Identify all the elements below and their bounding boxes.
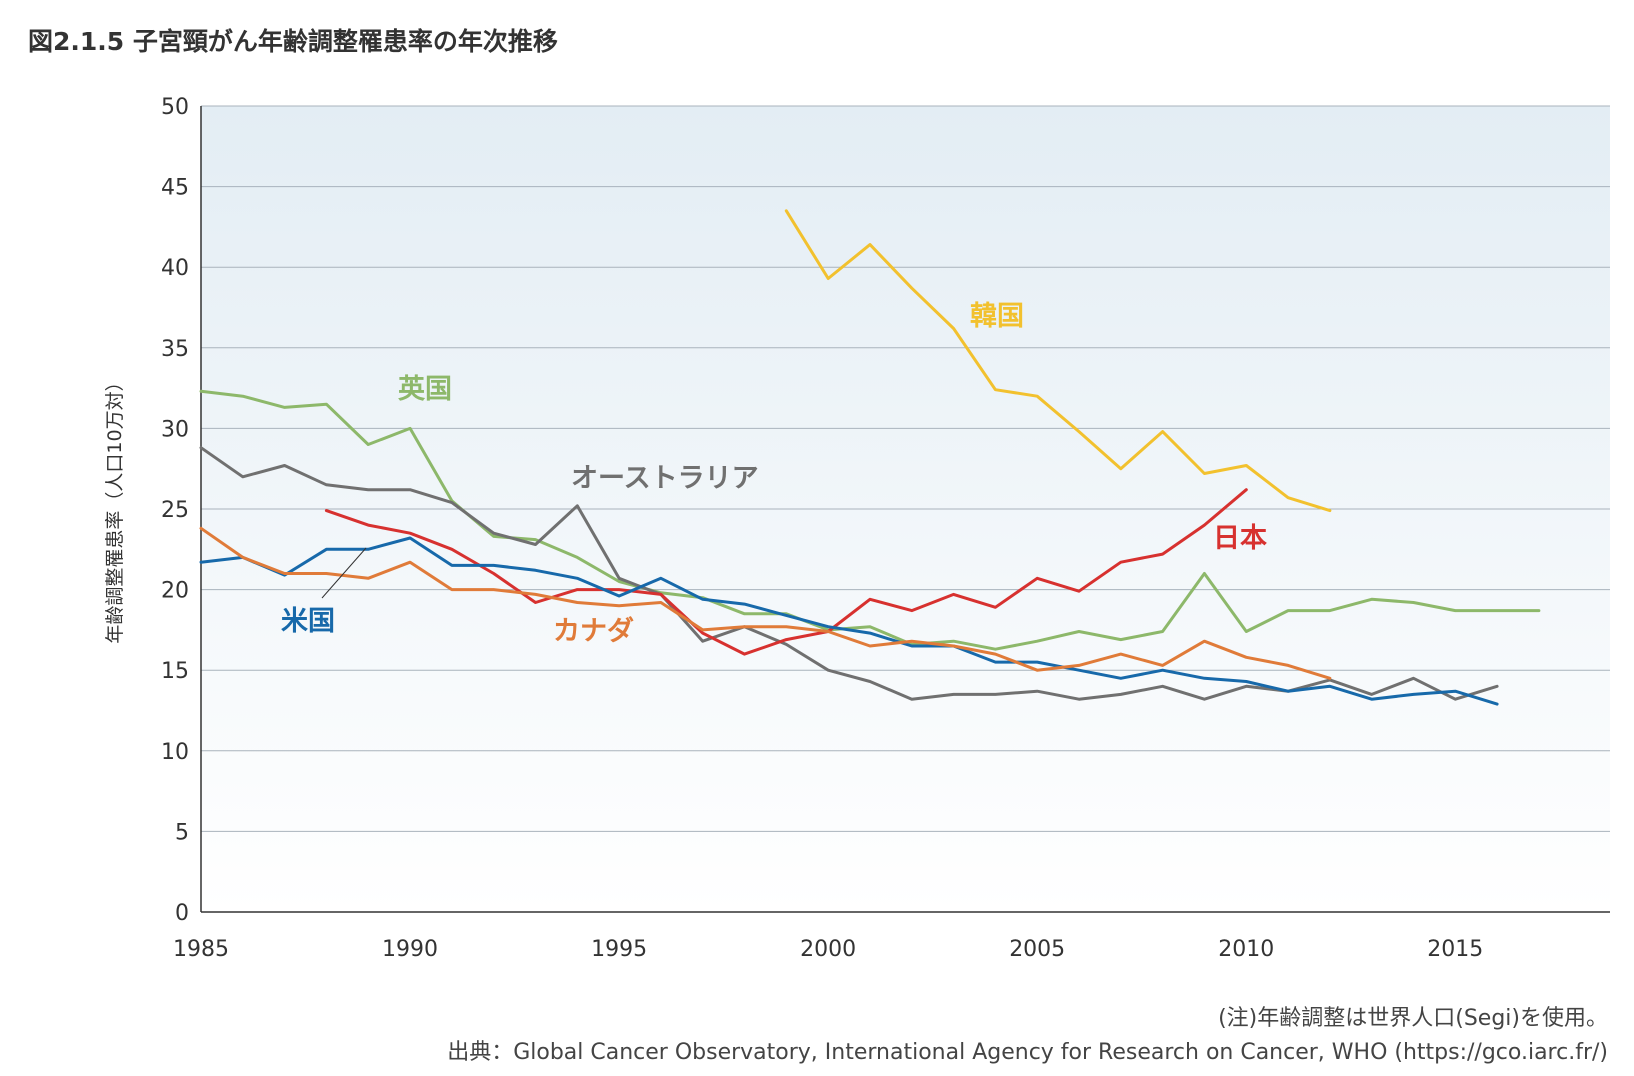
y-tick-label: 45 <box>161 176 189 201</box>
series-label: 韓国 <box>970 301 1024 332</box>
line-chart: 0 5 10 15 20 25 30 35 40 45 50 1985 1990 1995 2000 2005… <box>104 95 1610 962</box>
footnote-note: (注)年齢調整は世界人口(Segi)を使用。 <box>1218 1006 1608 1031</box>
series-label: 英国 <box>398 374 452 405</box>
y-tick-label: 20 <box>161 579 189 604</box>
y-tick-label: 10 <box>161 740 189 765</box>
x-tick-label: 1990 <box>382 937 438 962</box>
series-line <box>199 536 1499 706</box>
chart-title: 図2.1.5 子宮頸がん年齢調整罹患率の年次推移 <box>28 27 558 56</box>
series-line <box>784 209 1332 513</box>
series-label: 米国 <box>281 606 335 637</box>
x-tick-label: 2005 <box>1009 937 1065 962</box>
y-tick-label: 30 <box>161 417 189 442</box>
x-tick-label: 2000 <box>800 937 856 962</box>
usa-leader-line <box>321 547 367 599</box>
y-tick-label: 0 <box>175 901 189 926</box>
axes <box>200 106 1610 913</box>
gridlines <box>201 105 1610 832</box>
footnote-source: 出典：Global Cancer Observatory, Internatio… <box>447 1040 1608 1065</box>
y-tick-label: 5 <box>175 820 189 845</box>
y-tick-label: 35 <box>161 337 189 362</box>
x-tick-label: 1985 <box>173 937 229 962</box>
series-label: オーストラリア <box>571 463 759 494</box>
series-label: カナダ <box>553 615 634 647</box>
x-tick-label: 2015 <box>1427 937 1483 962</box>
tick-labels: 0 5 10 15 20 25 30 35 40 45 50 1985 1990 1995 2000 2005… <box>161 95 1483 962</box>
y-axis-label: 年齢調整罹患率（人口10万対） <box>104 372 126 643</box>
series-line <box>199 526 1332 680</box>
x-tick-label: 1995 <box>591 937 647 962</box>
series-line <box>199 389 1541 651</box>
y-tick-label: 50 <box>161 95 189 120</box>
series-lines <box>199 209 1541 706</box>
y-tick-label: 40 <box>161 256 189 281</box>
series-label: 日本 <box>1213 523 1267 554</box>
y-tick-label: 15 <box>161 659 189 684</box>
x-tick-label: 2010 <box>1218 937 1274 962</box>
y-tick-label: 25 <box>161 498 189 523</box>
